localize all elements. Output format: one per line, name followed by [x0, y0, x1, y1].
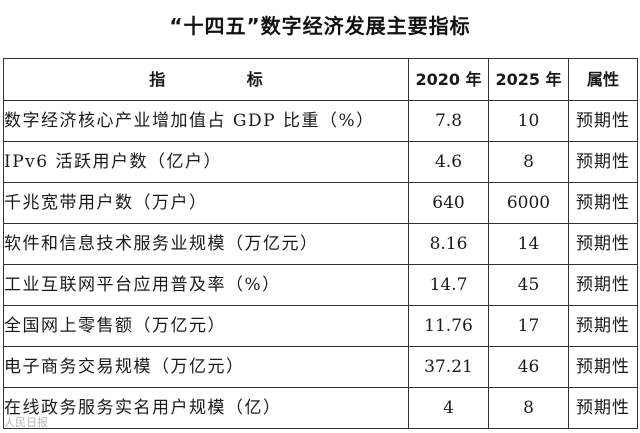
indicator-name: 数字经济核心产业增加值占 GDP 比重（%） [3, 100, 409, 142]
value-2020: 14.7 [408, 264, 489, 306]
value-2025: 6000 [488, 182, 569, 224]
value-2025: 8 [488, 387, 569, 429]
header-indicator: 指 标 [3, 58, 409, 101]
value-2020: 37.21 [408, 346, 489, 388]
value-2020: 640 [408, 182, 489, 224]
value-2020: 7.8 [408, 100, 489, 142]
value-2020: 8.16 [408, 223, 489, 265]
table-row: 千兆宽带用户数（万户） 640 6000 预期性 [3, 182, 638, 224]
indicator-name: 在线政务服务实名用户规模（亿） [3, 387, 409, 429]
value-2025: 14 [488, 223, 569, 265]
indicator-name: 电子商务交易规模（万亿元） [3, 346, 409, 388]
table-row: 工业互联网平台应用普及率（%） 14.7 45 预期性 [3, 264, 638, 306]
indicator-name: 工业互联网平台应用普及率（%） [3, 264, 409, 306]
table-row: 全国网上零售额（万亿元） 11.76 17 预期性 [3, 305, 638, 347]
indicator-name: IPv6 活跃用户数（亿户） [3, 141, 409, 183]
table-header-row: 指 标 2020 年 2025 年 属性 [3, 58, 638, 101]
attribute: 预期性 [568, 346, 638, 388]
attribute: 预期性 [568, 387, 638, 429]
attribute: 预期性 [568, 305, 638, 347]
document-title: “十四五”数字经济发展主要指标 [169, 14, 471, 38]
value-2020: 4.6 [408, 141, 489, 183]
indicator-name: 千兆宽带用户数（万户） [3, 182, 409, 224]
table-row: 在线政务服务实名用户规模（亿） 4 8 预期性 [3, 387, 638, 429]
value-2025: 17 [488, 305, 569, 347]
indicator-name: 软件和信息技术服务业规模（万亿元） [3, 223, 409, 265]
attribute: 预期性 [568, 264, 638, 306]
value-2025: 46 [488, 346, 569, 388]
header-indicator-label: 指 标 [149, 69, 301, 89]
value-2025: 45 [488, 264, 569, 306]
table-row: 数字经济核心产业增加值占 GDP 比重（%） 7.8 10 预期性 [3, 100, 638, 142]
header-attribute: 属性 [568, 58, 638, 101]
value-2020: 11.76 [408, 305, 489, 347]
table-row: 软件和信息技术服务业规模（万亿元） 8.16 14 预期性 [3, 223, 638, 265]
indicators-table: 指 标 2020 年 2025 年 属性 数字经济核心产业增加值占 GDP 比重… [3, 58, 638, 429]
value-2025: 10 [488, 100, 569, 142]
indicator-name: 全国网上零售额（万亿元） [3, 305, 409, 347]
header-2020: 2020 年 [408, 58, 489, 101]
table-row: IPv6 活跃用户数（亿户） 4.6 8 预期性 [3, 141, 638, 183]
header-2025: 2025 年 [488, 58, 569, 101]
value-2025: 8 [488, 141, 569, 183]
attribute: 预期性 [568, 100, 638, 142]
attribute: 预期性 [568, 141, 638, 183]
table-row: 电子商务交易规模（万亿元） 37.21 46 预期性 [3, 346, 638, 388]
attribute: 预期性 [568, 182, 638, 224]
value-2020: 4 [408, 387, 489, 429]
attribute: 预期性 [568, 223, 638, 265]
watermark: 人民日报 [4, 416, 48, 429]
